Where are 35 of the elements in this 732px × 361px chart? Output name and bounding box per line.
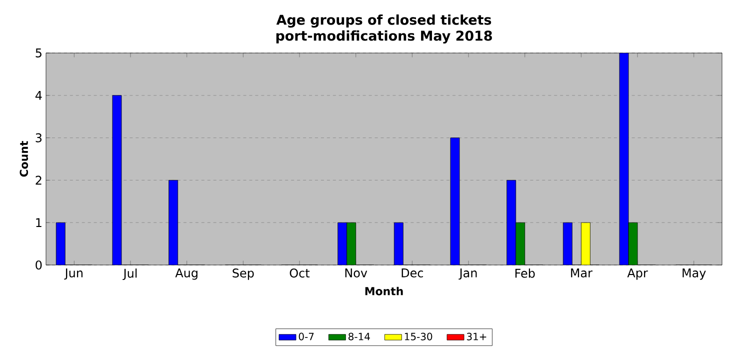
bar bbox=[346, 222, 356, 265]
x-tick-label: Aug bbox=[175, 268, 198, 280]
y-tick-label: 4 bbox=[35, 91, 42, 100]
chart-title: Age groups of closed tickets bbox=[276, 14, 492, 28]
x-tick-label: Dec bbox=[402, 268, 423, 278]
bar bbox=[581, 222, 590, 265]
legend-label: 15-30 bbox=[404, 332, 432, 340]
y-tick-label: 1 bbox=[36, 218, 42, 227]
x-tick-label: Feb bbox=[515, 268, 535, 278]
x-tick-label: Nov bbox=[345, 268, 368, 278]
bar bbox=[394, 222, 404, 265]
y-axis-title: Count bbox=[20, 141, 28, 177]
bar bbox=[338, 222, 348, 265]
legend-label: 31+ bbox=[466, 332, 486, 340]
x-tick-label: Sep bbox=[232, 268, 254, 280]
legend-label: 8-14 bbox=[348, 332, 370, 340]
x-tick-label: Apr bbox=[627, 268, 648, 280]
x-axis-title: Month bbox=[365, 286, 403, 296]
chart-subtitle: port-modifications May 2018 bbox=[276, 30, 492, 44]
y-tick-label: 3 bbox=[36, 133, 42, 142]
bar bbox=[168, 180, 178, 265]
bar bbox=[56, 222, 66, 265]
legend-label: 0-7 bbox=[298, 332, 314, 340]
bar bbox=[563, 222, 572, 265]
x-tick-label: Mar bbox=[571, 268, 592, 278]
x-tick-label: May bbox=[682, 268, 706, 280]
bar bbox=[516, 222, 526, 265]
y-tick-label: 5 bbox=[36, 48, 42, 58]
bar bbox=[506, 180, 516, 265]
x-tick-label: Jul bbox=[122, 268, 137, 280]
x-tick-label: Jun bbox=[64, 268, 82, 280]
y-tick-label: 2 bbox=[36, 176, 42, 185]
x-tick-label: Jan bbox=[458, 268, 477, 280]
x-tick-label: Oct bbox=[290, 268, 310, 278]
y-tick-label: 0 bbox=[36, 260, 42, 270]
